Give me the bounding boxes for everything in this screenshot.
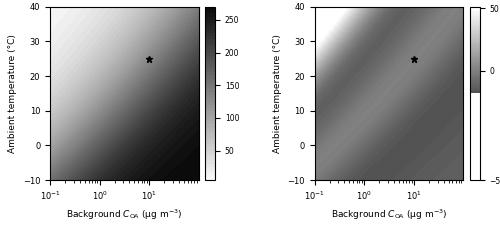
Y-axis label: Ambient temperature (°C): Ambient temperature (°C) [273,34,282,153]
X-axis label: Background $C_{\mathrm{OA}}$ (μg m$^{-3}$): Background $C_{\mathrm{OA}}$ (μg m$^{-3}… [331,208,447,222]
Y-axis label: Ambient temperature (°C): Ambient temperature (°C) [8,34,17,153]
X-axis label: Background $C_{\mathrm{OA}}$ (μg m$^{-3}$): Background $C_{\mathrm{OA}}$ (μg m$^{-3}… [66,208,182,222]
